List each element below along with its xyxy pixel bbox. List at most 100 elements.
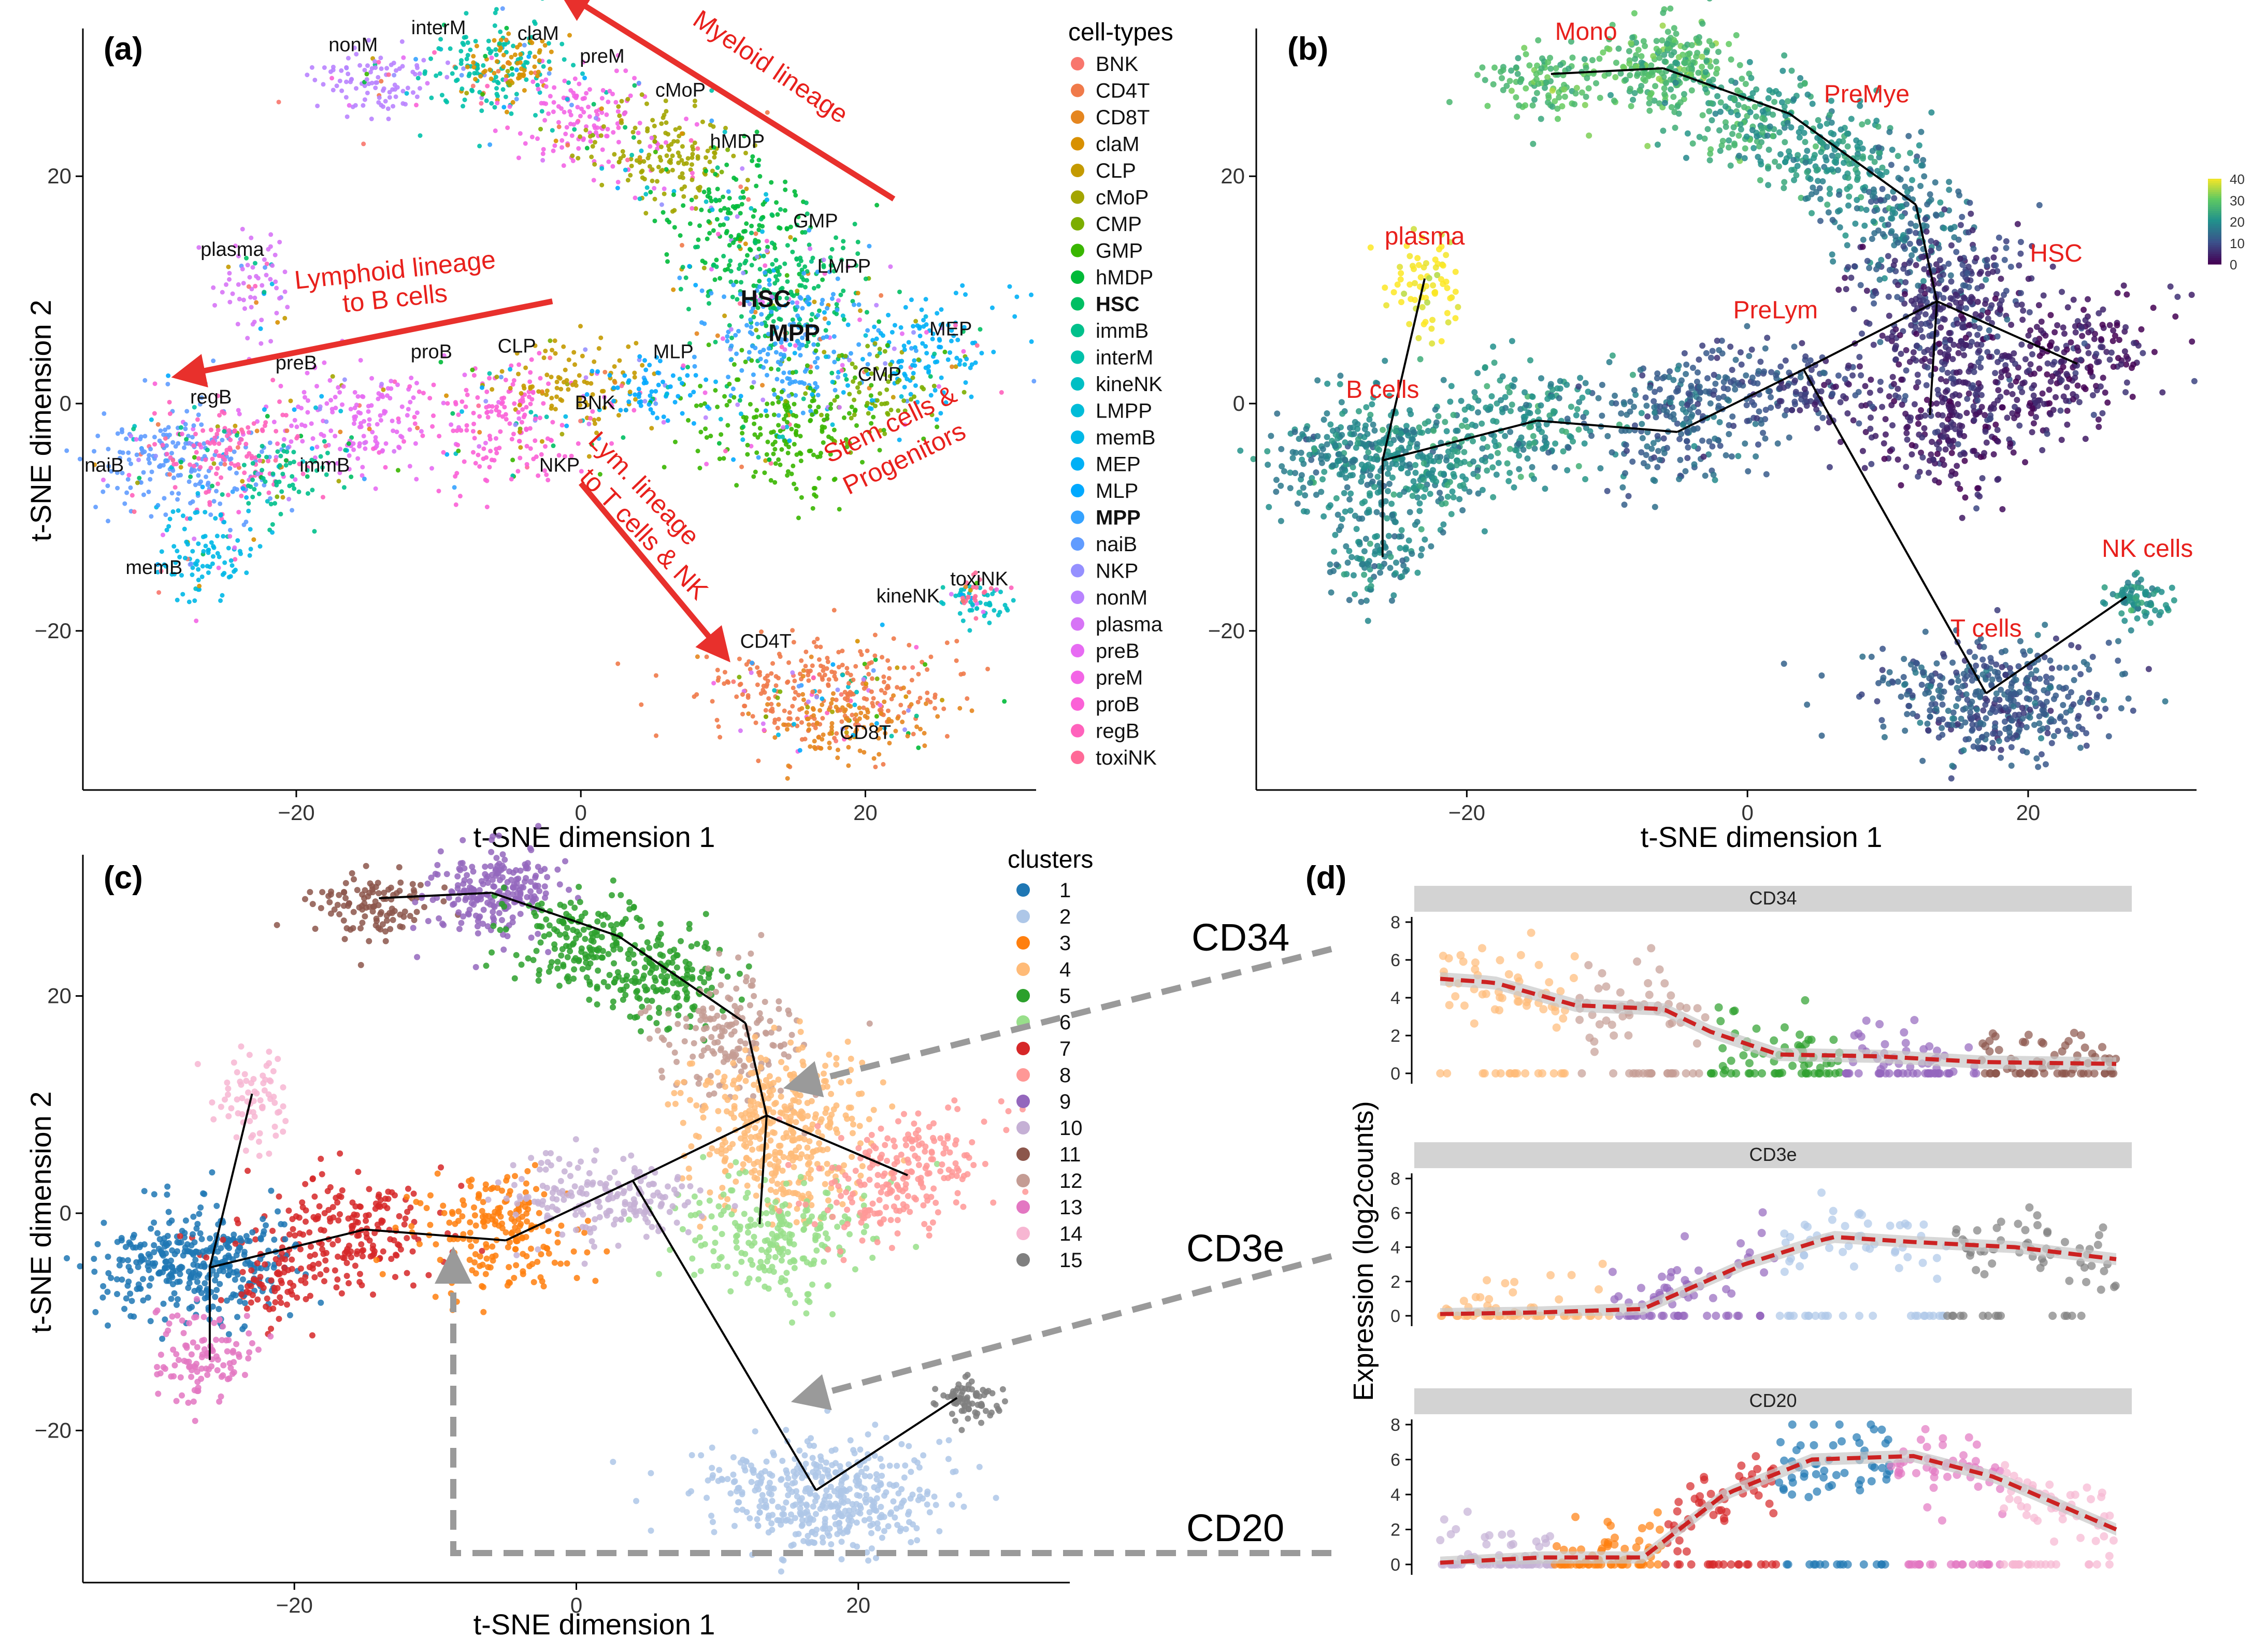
cell-point xyxy=(354,52,359,57)
cell-point xyxy=(665,418,670,423)
cell-point xyxy=(805,716,810,722)
pseudotime-point xyxy=(1941,225,1947,232)
cell-point xyxy=(710,207,715,212)
pseudotime-point xyxy=(1850,306,1857,312)
cell-point xyxy=(965,696,970,701)
cell-point xyxy=(722,294,727,299)
cell-point xyxy=(592,162,597,167)
cell-point xyxy=(361,141,366,147)
cell-point xyxy=(906,708,911,713)
cell-point xyxy=(949,592,954,597)
cell-point xyxy=(241,522,247,527)
cell-point xyxy=(559,423,565,428)
pseudotime-point xyxy=(1834,208,1841,215)
cell-point xyxy=(865,362,870,367)
cell-point xyxy=(767,278,772,283)
cell-point xyxy=(649,135,654,140)
cell-point xyxy=(158,463,163,468)
cell-point xyxy=(550,348,555,353)
cell-point xyxy=(465,64,470,69)
cell-point xyxy=(504,74,509,79)
cell-point xyxy=(883,361,888,366)
pseudotime-point xyxy=(1830,258,1836,265)
cell-point xyxy=(812,492,817,497)
cell-point xyxy=(92,449,97,454)
cell-point xyxy=(390,418,395,423)
pseudotime-point xyxy=(1781,179,1788,185)
pseudotime-point xyxy=(1565,65,1572,72)
cell-point xyxy=(830,662,836,667)
cell-point xyxy=(629,163,634,168)
pseudotime-point xyxy=(1746,59,1753,65)
cell-point xyxy=(664,392,669,397)
cell-point xyxy=(524,77,529,82)
cell-point xyxy=(664,167,669,172)
cell-point xyxy=(802,369,808,374)
cell-point xyxy=(320,495,325,500)
pseudotime-point xyxy=(1919,454,1926,461)
cell-point xyxy=(602,395,607,400)
cell-point xyxy=(789,426,794,432)
pseudotime-point xyxy=(1757,177,1763,183)
cell-point xyxy=(776,399,781,405)
cell-point xyxy=(692,354,697,360)
pseudotime-point xyxy=(1545,94,1552,101)
cell-point xyxy=(335,461,340,466)
pseudotime-point xyxy=(1671,25,1677,32)
panel-letter-b: (b) xyxy=(1287,31,1328,67)
pseudotime-point xyxy=(1513,64,1519,71)
cell-point xyxy=(544,372,550,378)
pseudotime-point xyxy=(1851,263,1858,269)
cell-point xyxy=(822,350,827,355)
cell-point xyxy=(633,195,638,200)
cell-point xyxy=(652,196,657,202)
cell-point xyxy=(264,454,269,459)
pseudotime-point xyxy=(1626,60,1633,67)
cell-point xyxy=(900,720,905,725)
pseudotime-point xyxy=(1913,357,1919,364)
cell-point xyxy=(252,486,257,492)
cell-point xyxy=(679,186,684,192)
cell-point xyxy=(328,428,334,434)
cell-point xyxy=(273,279,278,284)
cell-point xyxy=(293,477,298,482)
pseudotime-point xyxy=(1915,473,1921,480)
cell-point xyxy=(190,435,195,440)
cell-point xyxy=(886,312,891,318)
cell-point xyxy=(845,264,851,269)
cell-point xyxy=(767,457,772,462)
cell-point xyxy=(309,65,314,70)
cell-point xyxy=(983,601,988,607)
cell-point xyxy=(715,404,720,409)
cell-point xyxy=(152,411,157,416)
pseudotime-point xyxy=(1693,53,1700,60)
cell-point xyxy=(744,221,749,226)
cell-point xyxy=(246,508,251,513)
cell-point xyxy=(148,477,153,482)
cell-point xyxy=(999,390,1004,395)
cell-point xyxy=(634,340,639,346)
pseudotime-point xyxy=(1752,104,1758,110)
cell-point xyxy=(564,125,569,130)
pseudotime-point xyxy=(1978,312,1985,319)
pseudotime-point xyxy=(1889,374,1896,380)
cell-point xyxy=(690,151,695,156)
cell-point xyxy=(680,175,685,180)
pseudotime-point xyxy=(1804,148,1811,154)
legend-label-bnk: BNK xyxy=(1096,53,1139,76)
cell-point xyxy=(822,672,827,678)
cell-point xyxy=(392,379,397,384)
cell-point xyxy=(836,665,841,670)
pseudotime-point xyxy=(1514,113,1520,120)
cell-point xyxy=(786,722,791,727)
pseudotime-point xyxy=(1730,124,1737,131)
cell-point xyxy=(623,408,628,413)
cell-point xyxy=(653,149,658,154)
cell-point xyxy=(577,81,582,87)
cell-point xyxy=(735,297,740,302)
cell-point xyxy=(277,239,282,245)
cell-point xyxy=(477,143,482,149)
cell-point xyxy=(378,413,383,418)
cell-point xyxy=(122,501,127,506)
cell-point xyxy=(827,740,832,745)
